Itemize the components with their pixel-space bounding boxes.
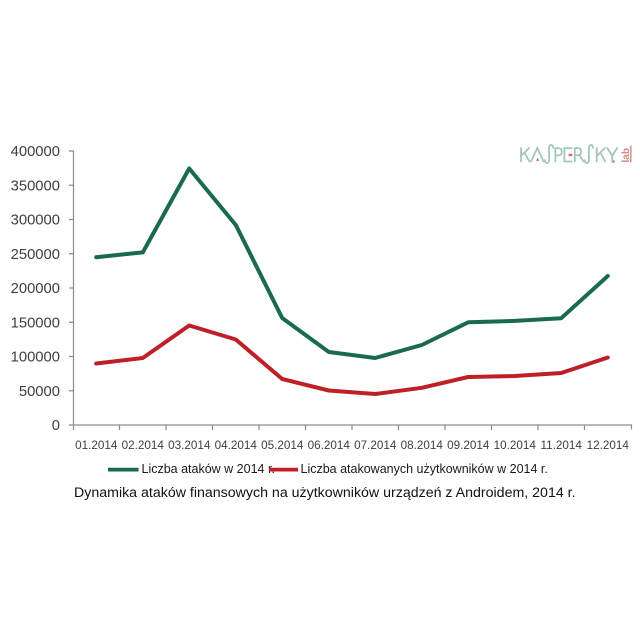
svg-text:01.2014: 01.2014 — [75, 439, 118, 452]
svg-text:03.2014: 03.2014 — [168, 439, 211, 452]
svg-text:50000: 50000 — [19, 384, 60, 400]
svg-text:100000: 100000 — [11, 350, 60, 366]
svg-text:lab: lab — [621, 148, 632, 162]
svg-text:Dynamika ataków finansowych na: Dynamika ataków finansowych na użytkowni… — [74, 485, 576, 501]
svg-text:08.2014: 08.2014 — [401, 439, 444, 452]
svg-text:11.2014: 11.2014 — [541, 439, 583, 452]
svg-text:09.2014: 09.2014 — [447, 439, 490, 452]
svg-text:350000: 350000 — [11, 178, 60, 194]
svg-text:05.2014: 05.2014 — [261, 439, 304, 452]
svg-text:Liczba ataków w 2014 r.: Liczba ataków w 2014 r. — [142, 462, 275, 476]
svg-text:12.2014: 12.2014 — [587, 439, 630, 452]
svg-text:06.2014: 06.2014 — [308, 439, 351, 452]
svg-text:400000: 400000 — [11, 144, 60, 160]
svg-text:200000: 200000 — [11, 281, 60, 297]
svg-text:07.2014: 07.2014 — [354, 439, 397, 452]
svg-text:10.2014: 10.2014 — [494, 439, 537, 452]
svg-text:02.2014: 02.2014 — [122, 439, 165, 452]
svg-text:250000: 250000 — [11, 247, 60, 263]
svg-text:300000: 300000 — [11, 213, 60, 229]
svg-text:04.2014: 04.2014 — [215, 439, 258, 452]
svg-text:150000: 150000 — [11, 315, 60, 331]
svg-text:0: 0 — [52, 418, 60, 434]
svg-text:Liczba atakowanych użytkownikó: Liczba atakowanych użytkowników w 2014 r… — [301, 462, 548, 476]
